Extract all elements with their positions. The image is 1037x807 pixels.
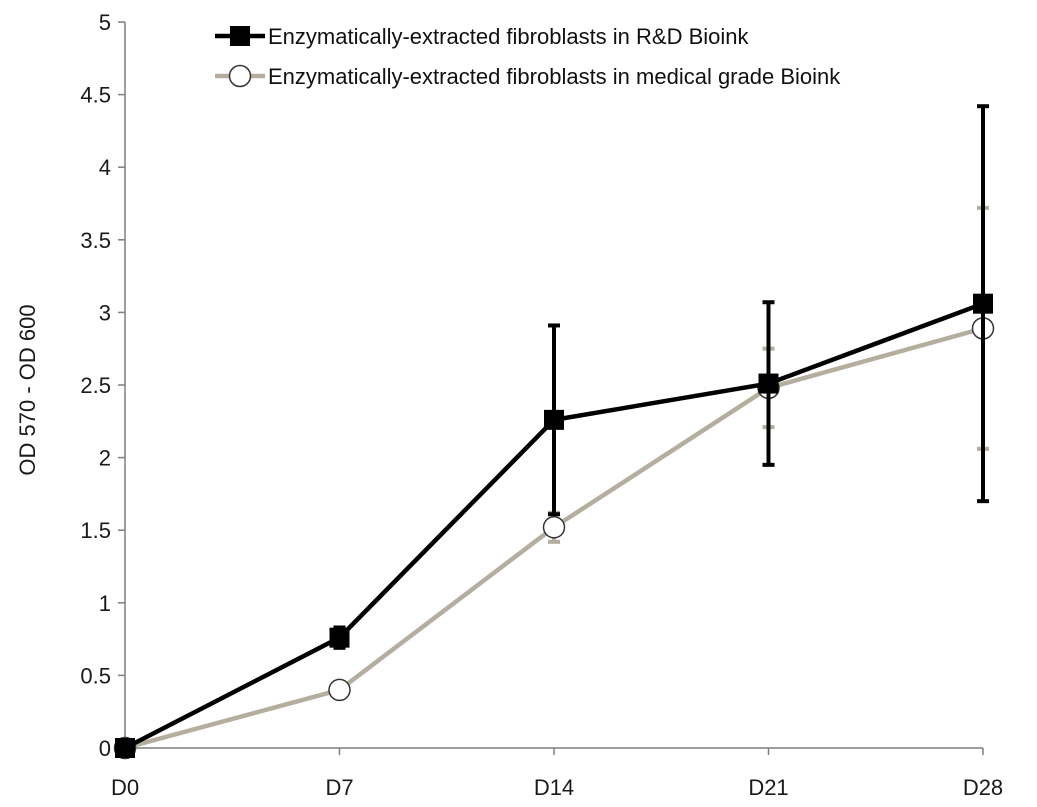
- y-tick-label: 2.5: [80, 373, 111, 398]
- legend-marker: [230, 26, 250, 46]
- y-axis: 0 0.5 1 1.5 2 2.5 3 3.5 4 4.5 5: [80, 10, 126, 761]
- y-tick-label: 4: [99, 155, 111, 180]
- legend-label: Enzymatically-extracted fibroblasts in m…: [268, 64, 841, 89]
- data-point: [328, 678, 351, 702]
- data-point: [542, 516, 566, 539]
- y-tick-label: 0.5: [80, 663, 111, 688]
- x-tick-label: D7: [325, 775, 353, 800]
- legend-entry-1: Enzymatically-extracted fibroblasts in R…: [215, 24, 750, 49]
- series-layer: [113, 104, 995, 760]
- y-tick-label: 4.5: [80, 83, 111, 108]
- y-tick-label: 1.5: [80, 518, 111, 543]
- data-point: [544, 409, 564, 430]
- data-point: [973, 293, 993, 314]
- legend-marker: [228, 64, 252, 88]
- y-tick-label: 3.5: [80, 228, 111, 253]
- y-tick-label: 3: [99, 300, 111, 325]
- legend-label: Enzymatically-extracted fibroblasts in R…: [268, 24, 750, 49]
- y-tick-label: 1: [99, 591, 111, 616]
- data-point: [329, 627, 350, 648]
- x-tick-label: D14: [534, 775, 574, 800]
- data-point: [758, 373, 779, 394]
- y-tick-label: 2: [99, 446, 111, 471]
- x-axis: D0 D7 D14 D21 D28: [111, 747, 1003, 800]
- x-tick-label: D28: [963, 775, 1003, 800]
- series-1: [115, 104, 993, 758]
- y-tick-label: 0: [99, 736, 111, 761]
- y-tick-label: 5: [99, 10, 111, 35]
- legend: Enzymatically-extracted fibroblasts in R…: [215, 24, 841, 89]
- legend-entry-2: Enzymatically-extracted fibroblasts in m…: [215, 64, 841, 89]
- x-tick-label: D0: [111, 775, 139, 800]
- y-axis-title: OD 570 - OD 600: [15, 304, 40, 475]
- x-tick-label: D21: [748, 775, 788, 800]
- data-point: [115, 738, 135, 758]
